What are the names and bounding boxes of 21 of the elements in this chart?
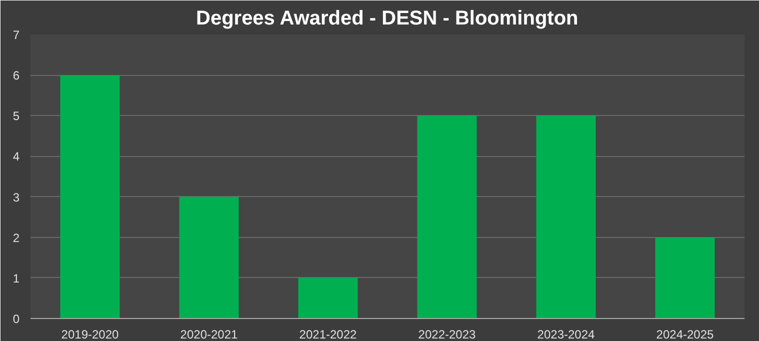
bar — [179, 196, 239, 318]
y-tick-label: 7 — [12, 28, 20, 42]
x-tick-label: 2020-2021 — [180, 328, 238, 341]
y-tick-label: 4 — [12, 150, 20, 164]
bar — [536, 116, 596, 318]
bar — [655, 237, 715, 318]
bar — [298, 278, 358, 318]
x-tick-label: 2022-2023 — [418, 328, 476, 341]
y-tick-label: 0 — [12, 312, 20, 326]
y-tick-label: 3 — [12, 190, 20, 204]
bar — [417, 116, 477, 318]
chart-title: Degrees Awarded - DESN - Bloomington — [196, 8, 578, 30]
x-tick-label: 2023-2024 — [537, 328, 596, 341]
bar — [60, 75, 120, 318]
y-tick-label: 2 — [12, 230, 20, 245]
y-tick-label: 5 — [12, 109, 20, 124]
x-tick-label: 2021-2022 — [299, 328, 358, 341]
y-tick-label: 1 — [12, 271, 20, 286]
y-tick-label: 6 — [12, 68, 20, 83]
x-tick-label: 2019-2020 — [61, 328, 120, 341]
x-tick-label: 2024-2025 — [656, 328, 714, 341]
